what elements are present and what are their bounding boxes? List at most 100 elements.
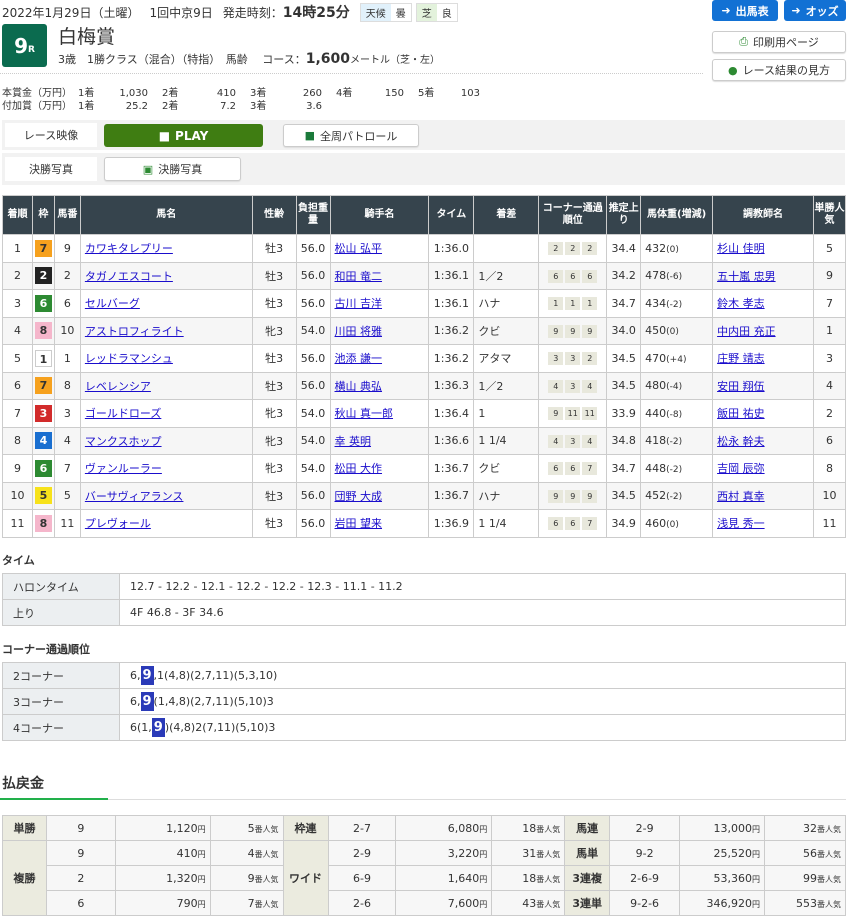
trainer-link[interactable]: 松永 幹夫	[717, 434, 765, 448]
prize-amount: 7.2	[220, 101, 236, 112]
trainer-link[interactable]: 安田 翔伍	[717, 379, 765, 393]
time-section-title: タイム	[2, 554, 35, 567]
rank-suffix: 番人気	[536, 899, 561, 909]
body-weight-value: 480	[645, 379, 667, 393]
popularity-rank: 56番人気	[763, 840, 847, 866]
rank-suffix: 番人気	[254, 849, 279, 859]
last-3f: 34.5	[606, 371, 642, 400]
col-header-horse-name: 馬名	[79, 195, 253, 235]
jockey-link[interactable]: 幸 英明	[334, 434, 372, 448]
trainer-link[interactable]: 吉岡 辰弥	[717, 462, 765, 476]
popularity: 4	[812, 371, 847, 400]
prize-place: 3着	[250, 101, 267, 112]
horse-name-cell: アストロフィライト	[79, 316, 253, 345]
rank: 4	[2, 316, 33, 345]
time-label: ハロンタイム	[2, 573, 120, 600]
trainer-link[interactable]: 中内田 充正	[717, 324, 776, 338]
combination: 6	[45, 890, 116, 916]
video-label: レース映像	[5, 123, 97, 147]
trainer-cell: 松永 幹夫	[712, 426, 814, 455]
waku-cell: 2	[31, 261, 55, 290]
jockey-link[interactable]: 古川 吉洋	[334, 297, 383, 311]
time-row: ハロンタイム 12.7 - 12.2 - 12.1 - 12.2 - 12.2 -…	[2, 573, 846, 600]
amount-value: 7,600	[447, 896, 480, 910]
popularity-rank: 18番人気	[491, 815, 566, 841]
popularity-rank: 43番人気	[491, 890, 566, 916]
jockey-link[interactable]: 岩田 望来	[334, 517, 383, 531]
jockey-link[interactable]: 秋山 真一郎	[334, 407, 394, 421]
video-camera-icon: ■	[158, 128, 171, 143]
popularity-rank: 31番人気	[491, 840, 566, 866]
horse-name-link[interactable]: セルバーグ	[84, 297, 140, 311]
horse-name-link[interactable]: ゴールドローズ	[84, 407, 162, 421]
time: 1:36.2	[428, 344, 475, 373]
horse-name-link[interactable]: アストロフィライト	[84, 324, 184, 338]
odds-label: オッズ	[805, 4, 839, 18]
horse-name-cell: カワキタレプリー	[79, 234, 253, 263]
jockey-cell: 池添 謙一	[329, 344, 430, 373]
trainer-cell: 庄野 靖志	[712, 344, 814, 373]
patrol-button[interactable]: ■ 全周パトロール	[283, 124, 419, 147]
horse-name-link[interactable]: バーサヴィアランス	[84, 489, 184, 503]
how-to-read-button[interactable]: ● レース結果の見方	[712, 59, 846, 81]
body-weight-value: 418	[645, 434, 667, 448]
corner-position: 9	[565, 489, 581, 503]
waku-cell: 8	[31, 509, 55, 538]
trainer-link[interactable]: 浅見 秀一	[717, 517, 765, 531]
time-value: 4F 46.8 - 3F 34.6	[119, 599, 846, 626]
horse-number: 7	[53, 454, 81, 483]
entry-table-button[interactable]: ➜ 出馬表	[712, 0, 778, 21]
print-page-button[interactable]: ⎙ 印刷用ページ	[712, 31, 846, 53]
finish-photo-button[interactable]: ▣ 決勝写真	[104, 157, 241, 181]
time: 1:36.2	[428, 316, 475, 345]
jockey-link[interactable]: 和田 竜二	[334, 269, 383, 283]
corner-label: 3コーナー	[2, 688, 120, 715]
payout-amount: 1,640円	[395, 865, 493, 891]
jockey-link[interactable]: 川田 将雅	[334, 324, 383, 338]
col-header-body-weight: 馬体重(増減)	[640, 195, 714, 235]
rank-suffix: 番人気	[817, 899, 841, 909]
body-weight-change: (-6)	[666, 272, 683, 283]
rank-value: 7	[247, 896, 255, 910]
popularity-rank: 4番人気	[209, 840, 284, 866]
order-post: (1,4,8)(2,7,11)(5,10)3	[153, 695, 274, 708]
time: 1:36.4	[428, 399, 475, 428]
horse-name-link[interactable]: カワキタレプリー	[84, 242, 173, 256]
corner-section-title: コーナー通過順位	[2, 643, 90, 656]
jockey-link[interactable]: 松田 大作	[334, 462, 383, 476]
trainer-link[interactable]: 五十嵐 忠男	[717, 269, 776, 283]
amount-value: 25,520	[713, 846, 752, 860]
waku-badge: 3	[34, 404, 52, 422]
last-3f: 34.7	[606, 454, 642, 483]
body-weight-change: (-8)	[666, 409, 683, 420]
jockey-link[interactable]: 池添 謙一	[334, 352, 383, 366]
payout-amount: 13,000円	[679, 815, 765, 841]
rank-value: 56	[803, 846, 817, 860]
trainer-link[interactable]: 庄野 靖志	[717, 352, 765, 366]
horse-name-link[interactable]: レッドラマンシュ	[84, 352, 173, 366]
trainer-link[interactable]: 杉山 佳明	[717, 242, 765, 256]
weight: 54.0	[295, 316, 331, 345]
jockey-link[interactable]: 松山 弘平	[334, 242, 383, 256]
last-3f: 33.9	[606, 399, 642, 428]
horse-number: 11	[53, 509, 81, 538]
horse-name-link[interactable]: ヴァンルーラー	[84, 462, 162, 476]
horse-name-link[interactable]: マンクスホップ	[84, 434, 162, 448]
weight: 56.0	[295, 234, 331, 263]
payout-amount: 1,120円	[114, 815, 211, 841]
video-row: レース映像 ■ PLAY ■ 全周パトロール	[2, 120, 845, 150]
jockey-link[interactable]: 横山 典弘	[334, 379, 383, 393]
trainer-link[interactable]: 鈴木 孝志	[717, 297, 765, 311]
col-header-last3f: 推定上り	[606, 195, 642, 235]
horse-name-link[interactable]: レベレンシア	[84, 379, 151, 393]
odds-button[interactable]: ➜ オッズ	[784, 0, 846, 21]
time-label: 上り	[2, 599, 120, 626]
jockey-link[interactable]: 団野 大成	[334, 489, 383, 503]
horse-name-link[interactable]: タガノエスコート	[84, 269, 173, 283]
play-button[interactable]: ■ PLAY	[104, 124, 263, 147]
horse-name-link[interactable]: プレヴォール	[84, 517, 151, 531]
trainer-link[interactable]: 西村 真幸	[717, 489, 765, 503]
trainer-link[interactable]: 飯田 祐史	[717, 407, 765, 421]
payout-amount: 346,920円	[679, 890, 765, 916]
trainer-cell: 浅見 秀一	[712, 509, 814, 538]
